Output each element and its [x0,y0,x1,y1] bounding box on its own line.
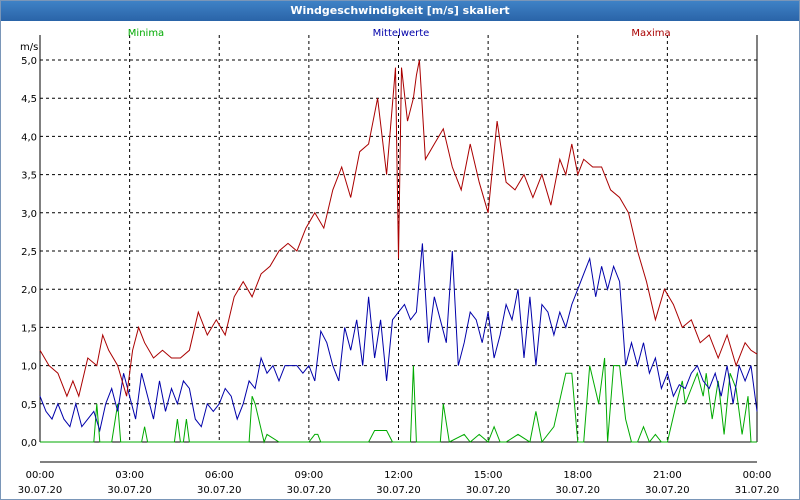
x-tick-time: 15:00 [474,470,503,481]
x-tick-date: 30.07.20 [197,485,242,496]
x-tick-time: 12:00 [384,470,413,481]
x-tick-time: 21:00 [653,470,682,481]
x-tick-date: 30.07.20 [18,485,63,496]
series-lines [39,59,758,444]
y-tick-label: 2,5 [21,247,37,258]
x-tick-time: 03:00 [115,470,144,481]
y-tick-label: 3,5 [21,171,37,182]
x-tick-time: 18:00 [563,470,592,481]
x-tick-date: 30.07.20 [376,485,421,496]
window-title: Windgeschwindigkeit [m/s] skaliert [1,1,799,21]
y-tick-label: 4,0 [21,132,37,143]
x-tick-date: 30.07.20 [555,485,600,496]
x-tick-date: 30.07.20 [466,485,511,496]
legend-minima: Minima [128,28,164,39]
series-line-mittelwerte [39,243,758,433]
y-tick-label: 1,0 [21,362,37,373]
y-axis-label: m/s [20,42,38,53]
y-tick-label: 0,0 [21,438,37,449]
legend: Minima Mittelwerte Maxima [128,28,671,39]
x-tick-date: 30.07.20 [287,485,332,496]
y-tick-label: 2,0 [21,285,37,296]
y-tick-label: 4,5 [21,94,37,105]
y-tick-label: 1,5 [21,323,37,334]
legend-maxima: Maxima [631,28,670,39]
x-tick-time: 00:00 [26,470,55,481]
x-tick-date: 31.07.20 [735,485,780,496]
x-tick-date: 30.07.20 [107,485,152,496]
y-axis-ticks: 0,0 0,5 1,0 1,5 2,0 2,5 3,0 3,5 4,0 4,5 5,0 [21,56,37,449]
x-axis-ticks: 00:00 30.07.20 03:00 30.07.20 06:00 30.07.20 0… [18,470,780,496]
x-tick-time: 09:00 [294,470,323,481]
x-tick-time: 06:00 [205,470,234,481]
y-tick-label: 5,0 [21,56,37,67]
series-line-maxima [39,59,758,398]
y-tick-label: 0,5 [21,400,37,411]
x-tick-time: 00:00 [743,470,772,481]
y-tick-label: 3,0 [21,209,37,220]
x-tick-date: 30.07.20 [645,485,690,496]
legend-mittelwerte: Mittelwerte [373,28,430,39]
series-line-minima [40,357,757,444]
